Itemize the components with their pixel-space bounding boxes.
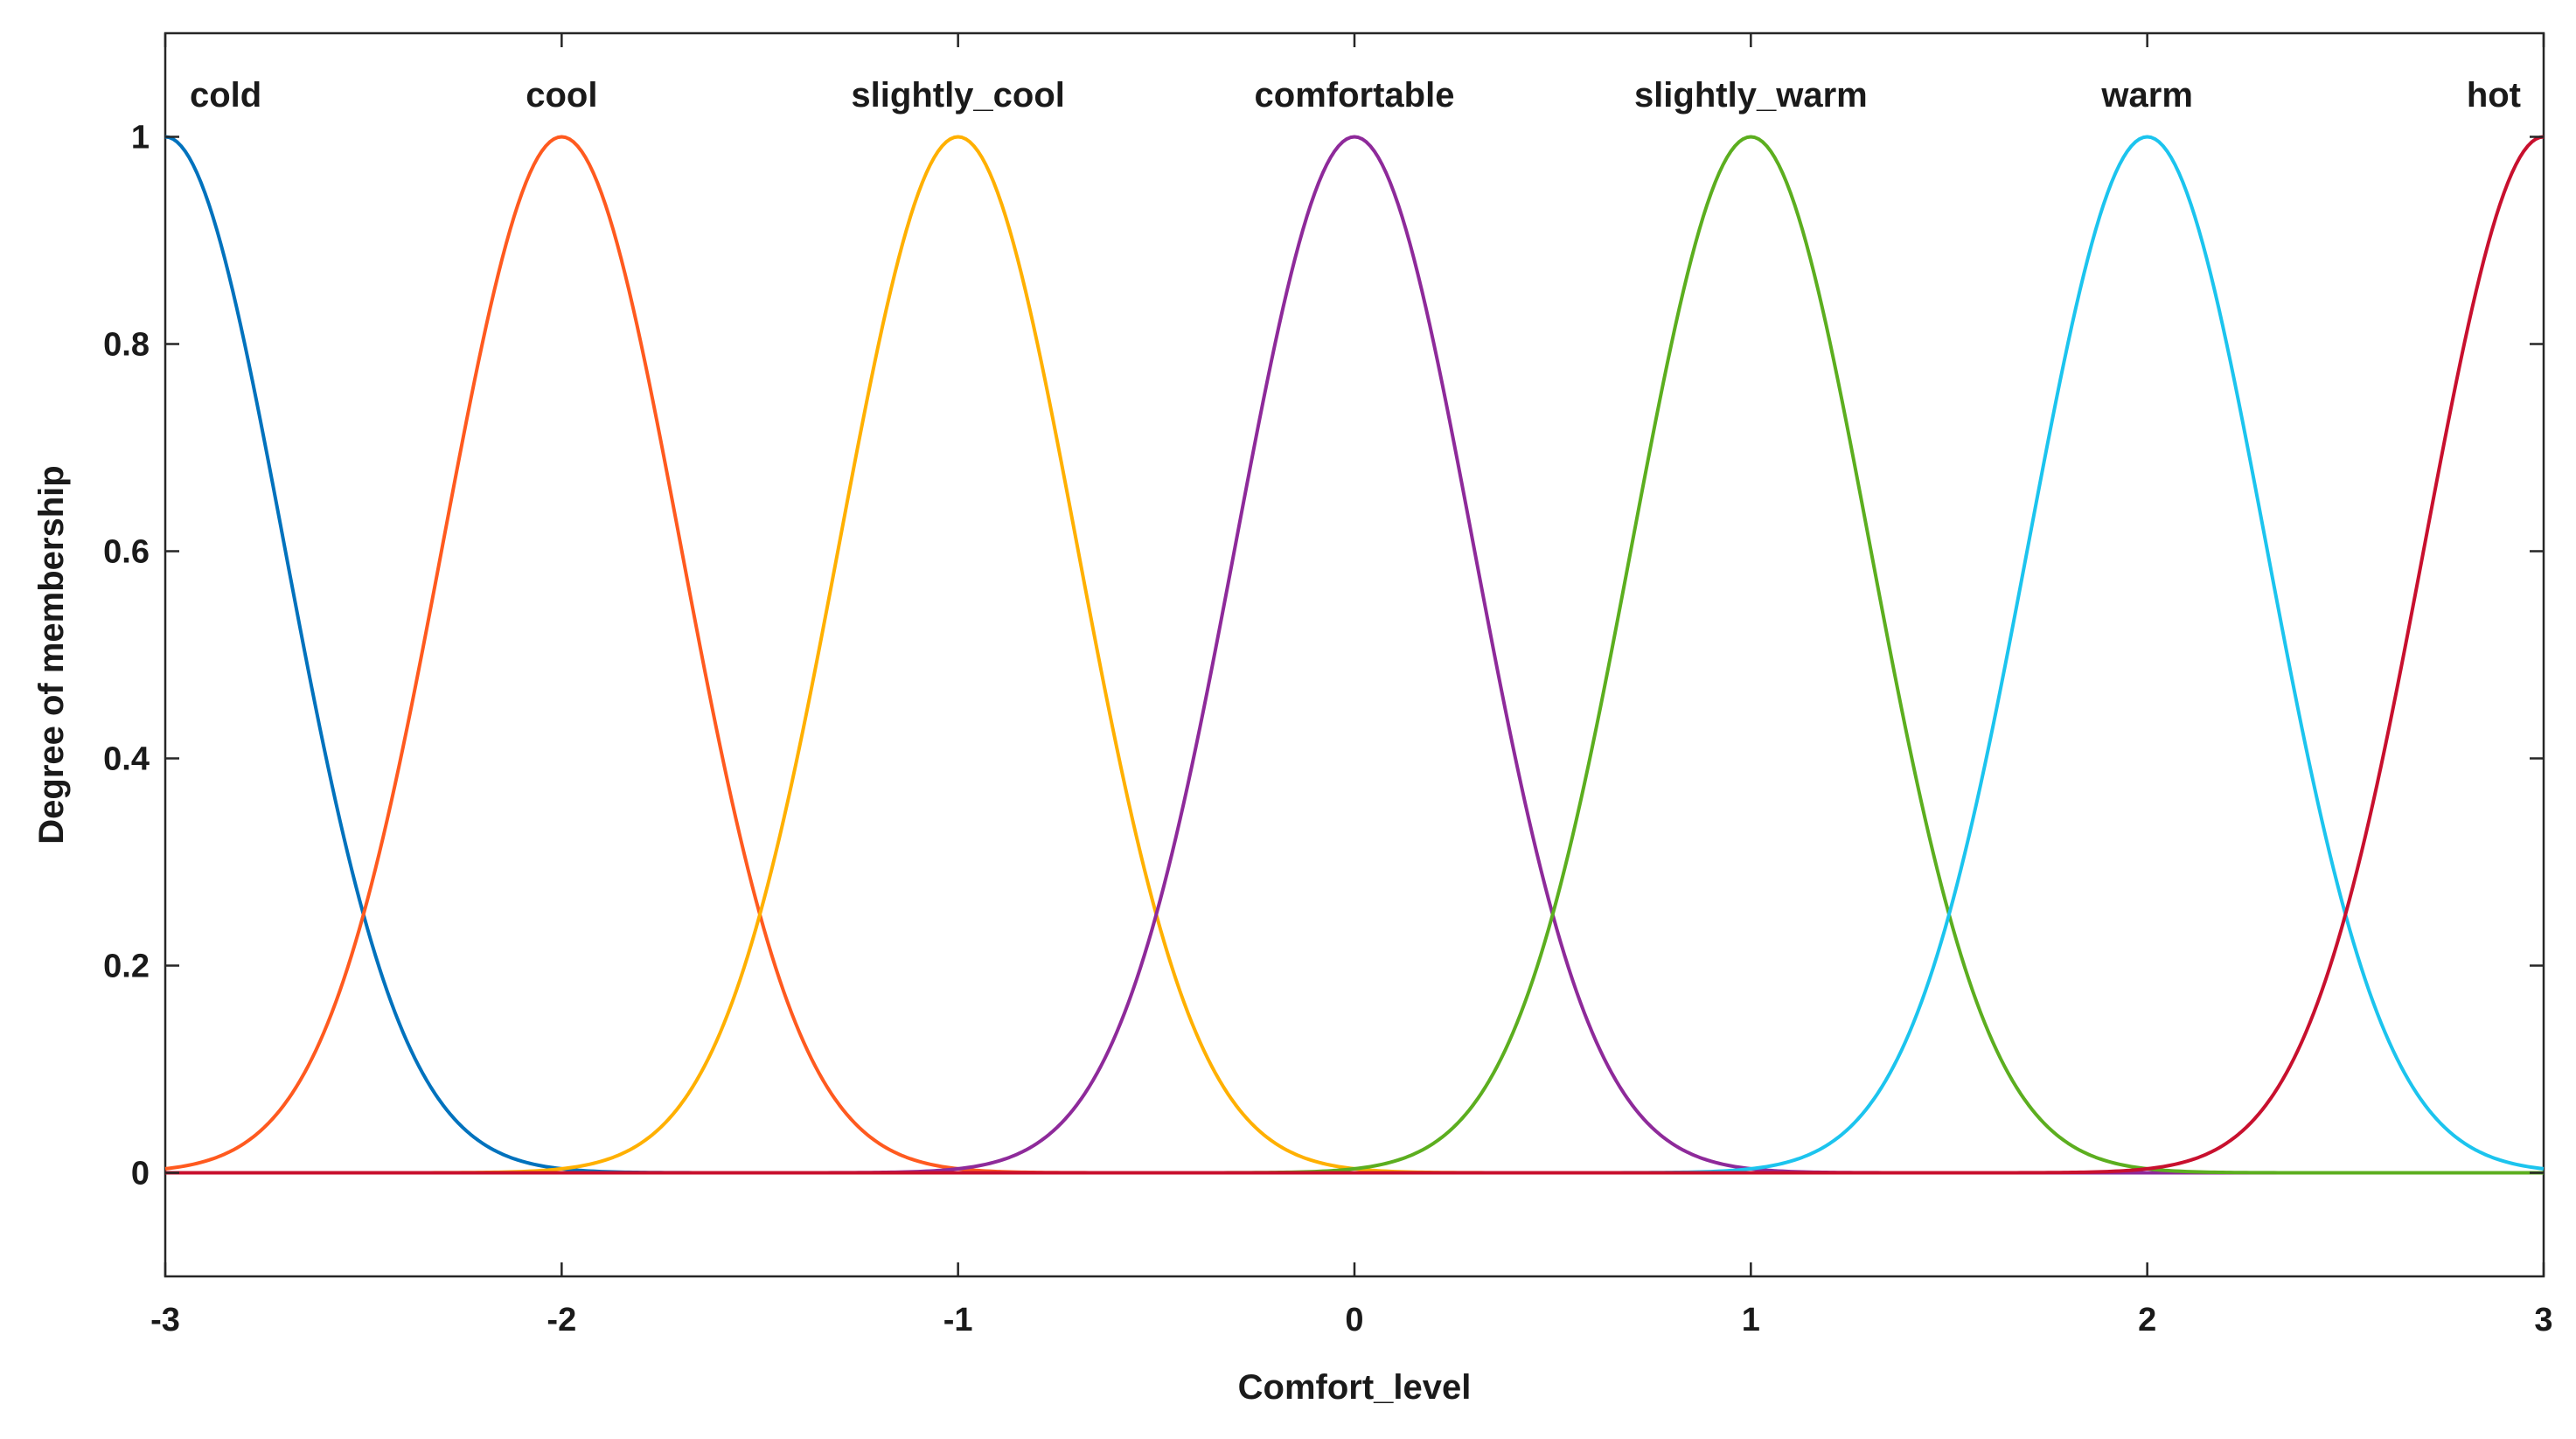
x-tick-label: -2 <box>547 1302 576 1338</box>
curves-layer <box>164 135 2545 1175</box>
ticks-layer: -3 -2 -1 0 1 2 3 0 0.2 0.4 0.6 0.8 1 <box>103 33 2553 1338</box>
series-line-hot <box>165 135 2545 1175</box>
y-tick-label: 0.6 <box>103 534 150 571</box>
membership-labels-layer: cold cool slightly_cool comfortable slightly… <box>190 76 2521 115</box>
axes-box <box>164 31 2545 1278</box>
membership-label-cold: cold <box>190 76 261 115</box>
x-tick-label: -1 <box>943 1302 973 1338</box>
x-tick-label: 1 <box>1742 1302 1760 1338</box>
membership-label-warm: warm <box>2100 76 2193 115</box>
membership-label-slightly_warm: slightly_warm <box>1634 76 1868 115</box>
membership-label-hot: hot <box>2467 76 2521 115</box>
y-tick-label: 0 <box>131 1156 150 1192</box>
y-tick-label: 0.8 <box>103 327 150 364</box>
x-axis-label: Comfort_level <box>1238 1368 1472 1407</box>
y-tick-label: 1 <box>131 120 150 156</box>
x-tick-label: 3 <box>2534 1302 2552 1338</box>
y-tick-label: 0.2 <box>103 949 150 985</box>
x-tick-label: -3 <box>150 1302 180 1338</box>
y-axis-label: Degree of membership <box>32 465 71 844</box>
membership-label-slightly_cool: slightly_cool <box>851 76 1065 115</box>
x-tick-label: 2 <box>2138 1302 2156 1338</box>
x-tick-label: 0 <box>1345 1302 1363 1338</box>
plot-area <box>164 31 2545 1278</box>
y-tick-label: 0.4 <box>103 741 150 778</box>
membership-label-cool: cool <box>526 76 597 115</box>
membership-label-comfortable: comfortable <box>1255 76 1455 115</box>
